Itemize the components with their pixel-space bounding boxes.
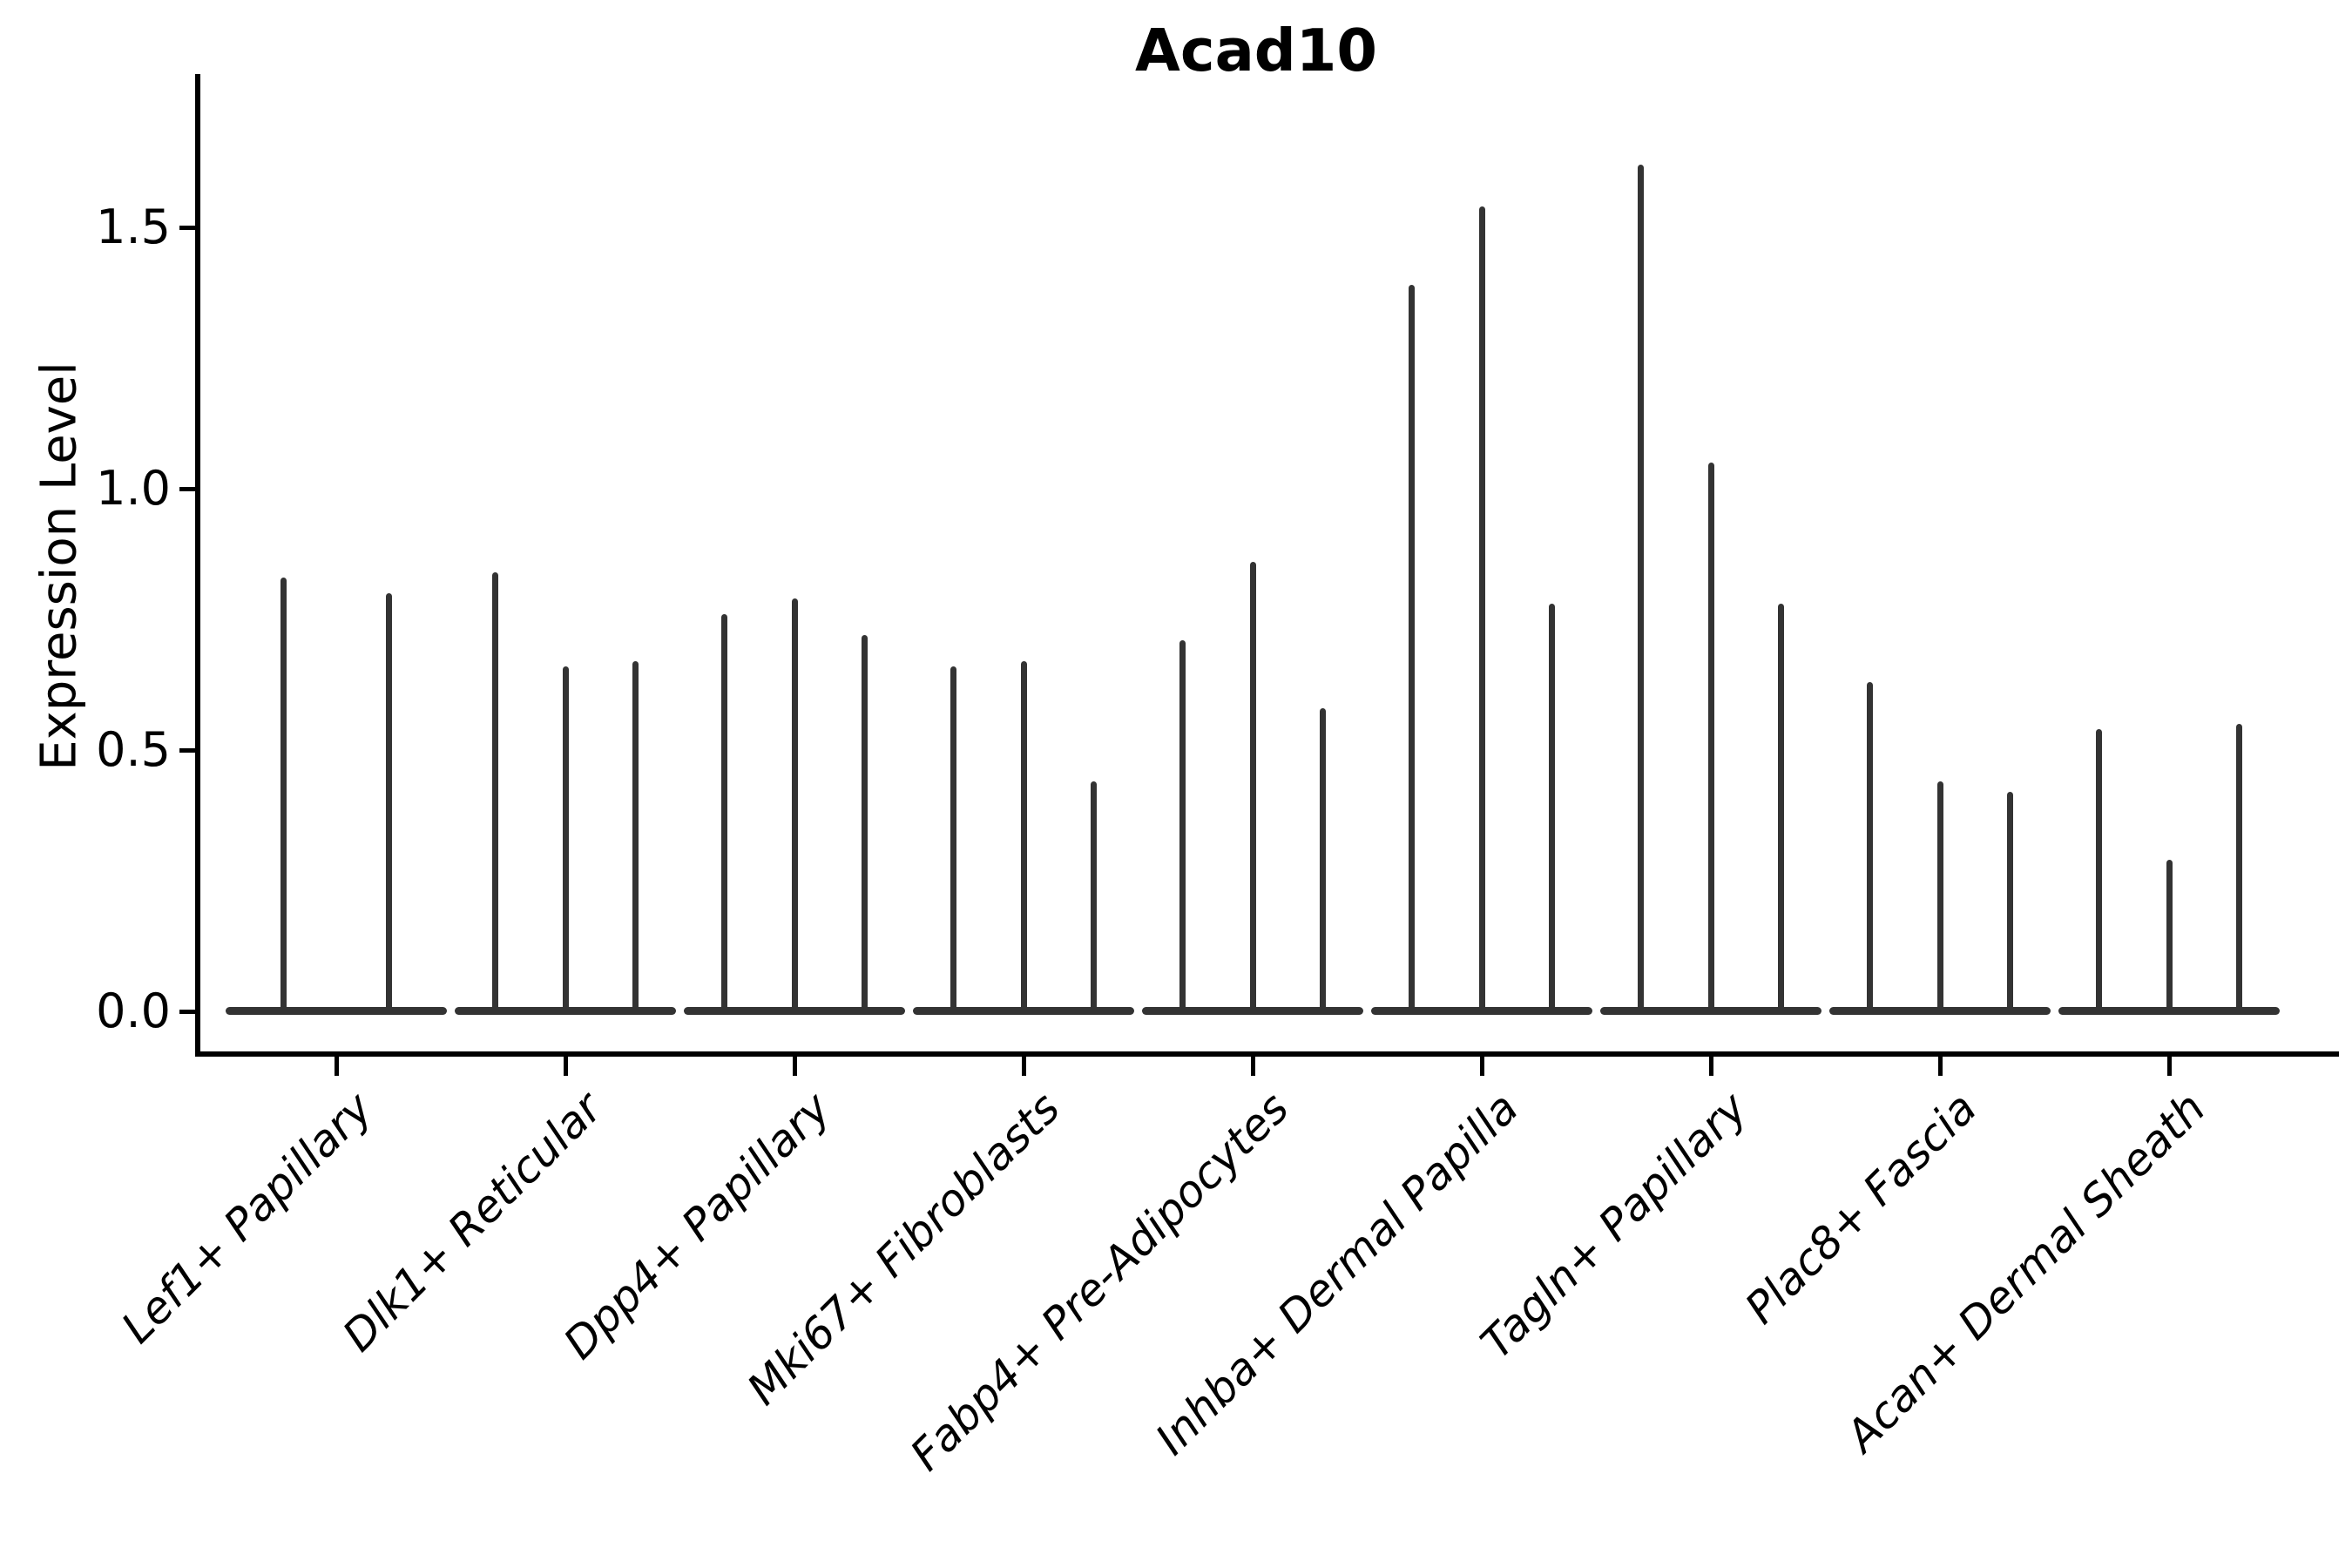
x-tick-mark: [1021, 1057, 1026, 1076]
y-tick-label: 1.5: [96, 199, 171, 254]
violin-spike: [1549, 604, 1556, 1015]
violin-spike: [1778, 604, 1785, 1015]
x-tick-label: Lef1+ Papillary: [112, 1082, 382, 1354]
x-tick-mark: [2166, 1057, 2172, 1076]
violin-spike: [950, 666, 956, 1015]
chart-title: Acad10: [1135, 17, 1377, 84]
x-axis-spine: [195, 1051, 2339, 1057]
y-axis-label: Expression Level: [30, 362, 88, 771]
y-tick-mark: [179, 1009, 198, 1014]
violin-spike: [1320, 708, 1327, 1015]
violin-baseline: [226, 1007, 447, 1015]
violin-spike: [1936, 781, 1943, 1015]
violin-spike: [2095, 729, 2102, 1015]
violin-spike: [632, 661, 639, 1015]
y-tick-mark: [179, 225, 198, 230]
violin-spike: [1408, 285, 1415, 1015]
x-tick-label: Fabp4+ Pre-Adipocytes: [901, 1082, 1299, 1481]
violin-spike: [1478, 206, 1485, 1015]
x-tick-mark: [1479, 1057, 1484, 1076]
violin-spike: [386, 593, 392, 1015]
violin-spike: [1866, 682, 1873, 1015]
x-tick-mark: [334, 1057, 339, 1076]
violin-spike: [2236, 724, 2243, 1015]
x-tick-mark: [792, 1057, 797, 1076]
violin-spike: [1249, 562, 1256, 1015]
violin-spike: [1179, 640, 1186, 1015]
x-tick-mark: [563, 1057, 568, 1076]
violin-spike: [562, 666, 569, 1015]
violin-spike: [1020, 661, 1027, 1015]
y-tick-mark: [179, 747, 198, 753]
violin-spike: [791, 598, 798, 1015]
y-axis-spine: [195, 74, 200, 1057]
y-tick-label: 1.0: [96, 461, 171, 516]
violin-spike: [2007, 792, 2014, 1015]
violin-spike: [280, 578, 287, 1015]
violin-spike: [491, 572, 498, 1015]
violin-spike: [1637, 165, 1644, 1015]
y-tick-mark: [179, 486, 198, 491]
violin-spike: [720, 614, 727, 1015]
violin-spike: [2166, 860, 2173, 1015]
x-tick-mark: [1937, 1057, 1943, 1076]
x-tick-label: Plac8+ Fascia: [1734, 1082, 1986, 1334]
violin-spike: [862, 635, 868, 1015]
y-tick-label: 0.0: [96, 983, 171, 1038]
x-tick-mark: [1708, 1057, 1713, 1076]
violin-spike: [1091, 781, 1098, 1015]
x-tick-mark: [1250, 1057, 1255, 1076]
violin-spike: [1707, 463, 1714, 1015]
y-tick-label: 0.5: [96, 722, 171, 777]
